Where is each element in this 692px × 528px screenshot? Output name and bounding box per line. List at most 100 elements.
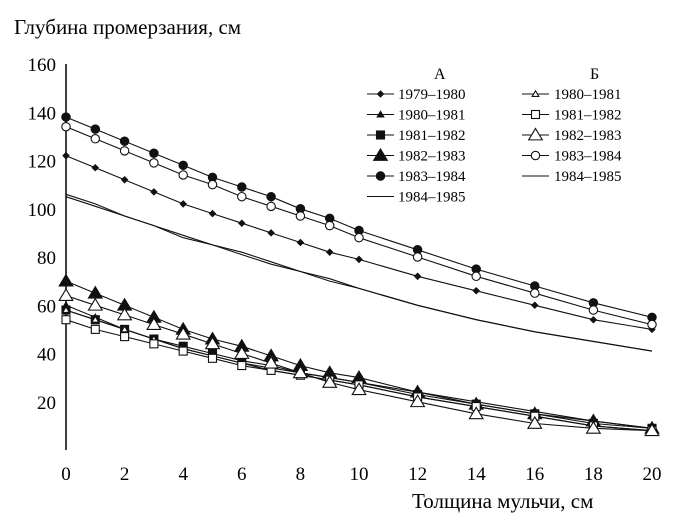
legend-marker	[376, 110, 385, 118]
data-point	[468, 406, 484, 420]
y-axis-ticks: 20 40 60 80 100 120 140 160	[28, 55, 57, 414]
data-point	[90, 124, 101, 134]
data-point	[146, 316, 162, 330]
data-point	[413, 272, 422, 281]
y-tick-label: 40	[37, 345, 56, 366]
x-tick-label: 10	[350, 464, 369, 485]
x-tick-label: 0	[61, 464, 71, 485]
data-point	[234, 345, 250, 359]
data-point	[589, 315, 598, 324]
legend-entry-label: 1983–1984	[554, 149, 622, 165]
data-point	[238, 219, 246, 228]
data-point	[120, 332, 130, 342]
x-axis-ticks: 0 2 4 6 8 10 12 14 16 18 20	[61, 464, 661, 485]
x-axis-title: Толщина мульчи, см	[412, 489, 593, 513]
y-tick-label: 160	[28, 55, 57, 76]
series-line-А-1983–1984	[65, 116, 653, 318]
y-tick-label: 140	[28, 103, 57, 124]
y-axis-title: Глубина промерзания, см	[14, 15, 241, 39]
legend-marker	[530, 150, 541, 161]
legend-entry-label: 1983–1984	[398, 169, 466, 185]
legend-marker	[527, 127, 544, 141]
data-point	[355, 255, 363, 264]
data-point	[204, 336, 221, 350]
series-markers	[58, 112, 660, 437]
data-point	[527, 415, 543, 429]
data-point	[351, 382, 367, 396]
series-line-Б-1981–1982	[65, 319, 653, 432]
data-point	[90, 134, 101, 144]
x-tick-label: 16	[525, 464, 544, 485]
legend-entry-label: 1984–1985	[398, 190, 466, 206]
data-point	[647, 319, 657, 330]
data-point	[178, 346, 188, 356]
data-point	[119, 146, 130, 156]
data-point	[237, 191, 247, 202]
data-point	[237, 182, 247, 192]
legend-entry-label: 1980–1981	[554, 87, 622, 103]
data-point	[412, 252, 423, 262]
data-point	[237, 361, 247, 371]
data-point	[263, 355, 279, 369]
data-point	[266, 191, 276, 202]
x-tick-label: 2	[120, 464, 130, 485]
data-point	[116, 307, 133, 321]
data-point	[266, 201, 276, 212]
x-tick-label: 18	[584, 464, 603, 485]
data-point	[471, 271, 481, 282]
data-point	[90, 324, 100, 334]
legend-entry-label: 1982–1983	[398, 149, 466, 165]
data-point	[179, 200, 187, 208]
data-point	[472, 286, 480, 295]
y-tick-label: 80	[37, 248, 56, 269]
data-point	[530, 288, 540, 298]
legend-marker	[531, 89, 540, 97]
data-point	[119, 136, 130, 146]
data-point	[61, 315, 71, 325]
data-point	[90, 315, 100, 323]
data-point	[175, 326, 191, 340]
legend-marker	[372, 147, 389, 161]
x-tick-label: 20	[643, 464, 662, 485]
data-point	[149, 148, 159, 159]
data-point	[325, 248, 334, 256]
x-tick-label: 4	[178, 464, 188, 485]
legend-entry-label: 1984–1985	[554, 169, 622, 185]
data-point	[87, 297, 104, 311]
data-point	[588, 305, 599, 315]
data-point	[296, 238, 305, 247]
data-point	[91, 163, 100, 172]
data-point	[178, 160, 188, 171]
data-point	[61, 112, 71, 122]
legend-marker	[375, 171, 386, 181]
data-point	[531, 301, 539, 310]
series-line-Б-1984–1985	[65, 196, 653, 352]
data-point	[120, 325, 129, 333]
data-point	[644, 423, 660, 437]
data-point	[62, 151, 70, 160]
x-tick-label: 6	[237, 464, 247, 485]
series-line-А-1979–1980	[65, 155, 653, 330]
data-point	[207, 353, 218, 363]
legend-marker	[530, 109, 541, 120]
legend-entry-label: 1982–1983	[554, 128, 622, 144]
series-lines	[65, 116, 653, 432]
x-tick-label: 8	[296, 464, 306, 485]
data-point	[150, 188, 158, 196]
data-point	[58, 288, 74, 302]
y-tick-label: 120	[28, 152, 57, 173]
data-point	[267, 229, 275, 237]
data-point	[292, 365, 309, 379]
legend-entry-label: 1980–1981	[398, 108, 466, 124]
data-point	[61, 305, 71, 314]
legend: А Б 1979–1980 1980–1981 1981–1982 1982–1983…	[367, 66, 622, 206]
legend-header-a: А	[434, 66, 446, 83]
data-point	[321, 374, 338, 388]
data-point	[208, 209, 217, 218]
y-tick-label: 20	[37, 393, 56, 414]
y-tick-label: 100	[28, 200, 57, 221]
data-point	[149, 339, 159, 349]
data-point	[149, 158, 159, 168]
data-point	[295, 211, 306, 221]
